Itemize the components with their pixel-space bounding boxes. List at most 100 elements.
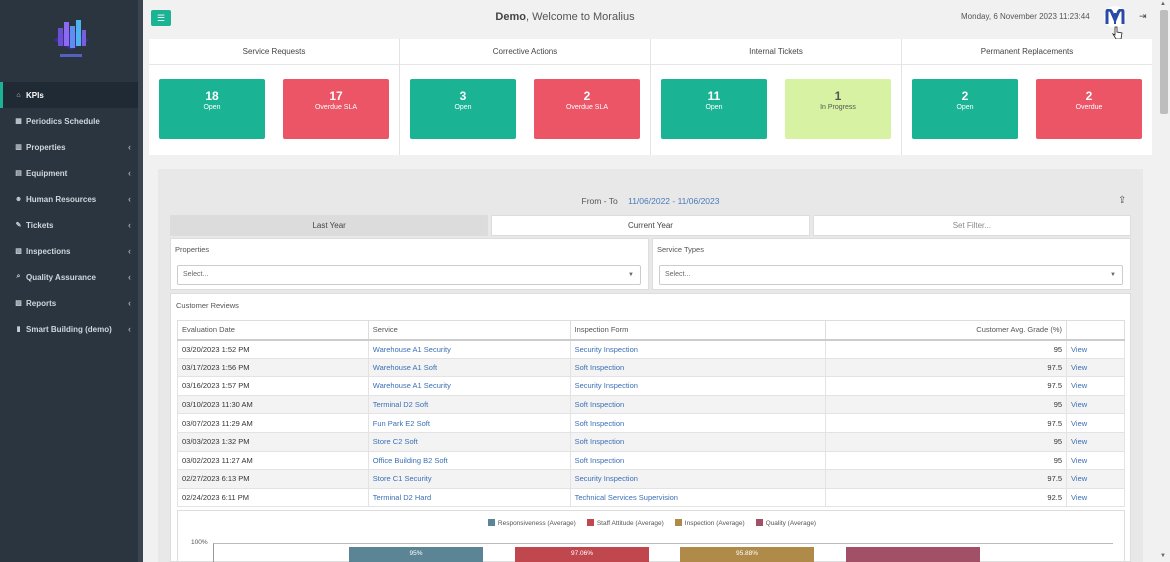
kpi-card[interactable]: 17 Overdue SLA	[283, 79, 389, 139]
kpi-card[interactable]: 2 Overdue	[1036, 79, 1142, 139]
table-row: 02/24/2023 6:11 PM Terminal D2 Hard Tech…	[177, 487, 1125, 508]
cell-grade: 97.5	[825, 413, 1068, 433]
legend-item[interactable]: Inspection (Average)	[674, 519, 745, 527]
cell-service-link[interactable]: Store C1 Security	[367, 469, 571, 489]
export-icon[interactable]: ⇪	[1118, 195, 1127, 206]
chevron-left-icon: ‹	[128, 272, 131, 282]
kpi-card[interactable]: 3 Open	[410, 79, 516, 139]
kpi-value: 2	[1085, 89, 1093, 103]
sidebar-item-tickets[interactable]: ✎ Tickets ‹	[0, 212, 138, 238]
view-link[interactable]: View	[1066, 357, 1125, 378]
col-customer-grade[interactable]: Customer Avg. Grade (%)	[825, 320, 1068, 341]
page-scrollbar[interactable]: ▲ ▼	[1158, 0, 1170, 562]
service-types-select[interactable]: Select... ▼	[659, 265, 1123, 285]
sidebar-item-quality-assurance[interactable]: ⌕ Quality Assurance ‹	[0, 264, 138, 290]
cell-service-link[interactable]: Warehouse A1 Security	[367, 339, 571, 359]
view-link[interactable]: View	[1066, 413, 1125, 433]
properties-select[interactable]: Select... ▼	[177, 265, 641, 285]
scroll-up-icon[interactable]: ▲	[1160, 1, 1166, 7]
cell-inspection-form-link[interactable]: Soft Inspection	[569, 394, 827, 415]
cell-inspection-form-link[interactable]: Security Inspection	[569, 376, 827, 396]
legend-item[interactable]: Responsiveness (Average)	[487, 519, 576, 527]
cell-inspection-form-link[interactable]: Soft Inspection	[569, 413, 827, 433]
sidebar-item-periodics-schedule[interactable]: ▦ Periodics Schedule	[0, 108, 138, 134]
sign-out-icon[interactable]: ⇥	[1139, 11, 1147, 21]
scroll-thumb[interactable]	[1160, 10, 1168, 114]
cell-grade: 97.5	[825, 357, 1068, 378]
kpi-card[interactable]: 1 In Progress	[785, 79, 891, 139]
bar-data-label: 97.06%	[570, 550, 594, 557]
kpi-group-service-requests: Service Requests 18 Open 17 Overdue SLA	[149, 39, 400, 155]
sidebar-item-label: Properties	[26, 142, 66, 152]
kpi-card[interactable]: 2 Open	[912, 79, 1018, 139]
sidebar-item-inspections[interactable]: ▧ Inspections ‹	[0, 238, 138, 264]
sidebar-item-human-resources[interactable]: ☻ Human Resources ‹	[0, 186, 138, 212]
sidebar-divider	[138, 0, 143, 562]
view-link[interactable]: View	[1066, 450, 1125, 471]
chart-bar: 97.06%	[515, 547, 649, 562]
properties-label: Properties	[175, 245, 210, 254]
sidebar-item-reports[interactable]: ▨ Reports ‹	[0, 290, 138, 316]
tab-set-filter[interactable]: Set Filter...	[812, 215, 1131, 236]
date-range-value[interactable]: 11/06/2022 - 11/06/2023	[628, 196, 720, 206]
cell-grade: 97.5	[825, 376, 1068, 396]
col-service[interactable]: Service	[367, 320, 571, 341]
kpi-label: In Progress	[820, 104, 856, 111]
customer-reviews-table: Evaluation Date Service Inspection Form …	[177, 320, 1125, 508]
kpi-label: Open	[956, 104, 974, 111]
cell-service-link[interactable]: Terminal D2 Soft	[367, 394, 571, 415]
kpi-card[interactable]: 18 Open	[159, 79, 265, 139]
welcome-text: Demo, Welcome to Moralius	[143, 11, 987, 23]
view-link[interactable]: View	[1066, 394, 1125, 415]
book-icon: ▨	[15, 300, 22, 307]
legend-item[interactable]: Quality (Average)	[755, 519, 816, 527]
legend-item[interactable]: Staff Attitude (Average)	[586, 519, 664, 527]
logo-icon[interactable]	[48, 18, 94, 62]
cell-inspection-form-link[interactable]: Security Inspection	[569, 469, 827, 489]
menu-toggle-button[interactable]: ☰	[151, 10, 171, 26]
home-icon: ⌂	[16, 91, 21, 99]
hamburger-icon: ☰	[156, 13, 166, 23]
cell-service-link[interactable]: Warehouse A1 Soft	[367, 357, 571, 378]
view-link[interactable]: View	[1066, 487, 1125, 508]
cell-service-link[interactable]: Store C2 Soft	[367, 431, 571, 452]
cell-service-link[interactable]: Fun Park E2 Soft	[367, 413, 571, 433]
cell-inspection-form-link[interactable]: Security Inspection	[569, 339, 827, 359]
chart-bar: 95.88%	[680, 547, 814, 562]
view-link[interactable]: View	[1066, 469, 1125, 489]
kpi-card[interactable]: 2 Overdue SLA	[534, 79, 640, 139]
kpi-value: 2	[583, 89, 591, 103]
sidebar-item-equipment[interactable]: ▤ Equipment ‹	[0, 160, 138, 186]
cell-service-link[interactable]: Office Building B2 Soft	[367, 450, 571, 471]
cell-service-link[interactable]: Terminal D2 Hard	[367, 487, 571, 508]
cell-inspection-form-link[interactable]: Soft Inspection	[569, 357, 827, 378]
caret-down-icon: ▼	[1110, 272, 1116, 278]
kpi-value: 3	[459, 89, 467, 103]
cell-inspection-form-link[interactable]: Soft Inspection	[569, 431, 827, 452]
sidebar-item-properties[interactable]: ▥ Properties ‹	[0, 134, 138, 160]
sidebar-item-smart-building-demo[interactable]: ▮ Smart Building (demo) ‹	[0, 316, 138, 342]
tab-last-year[interactable]: Last Year	[170, 215, 489, 236]
kpi-card[interactable]: 11 Open	[661, 79, 767, 139]
cell-inspection-form-link[interactable]: Soft Inspection	[569, 450, 827, 471]
cell-grade: 92.5	[825, 487, 1068, 508]
col-evaluation-date[interactable]: Evaluation Date	[177, 320, 369, 341]
sidebar-item-kpis[interactable]: ⌂ KPIs	[0, 82, 138, 108]
view-link[interactable]: View	[1066, 431, 1125, 452]
cell-evaluation-date: 03/16/2023 1:57 PM	[177, 376, 369, 396]
kpi-group-title: Internal Tickets	[651, 39, 901, 65]
cell-inspection-form-link[interactable]: Technical Services Supervision	[569, 487, 827, 508]
tab-current-year[interactable]: Current Year	[491, 215, 810, 236]
chevron-left-icon: ‹	[128, 168, 131, 178]
cell-service-link[interactable]: Warehouse A1 Security	[367, 376, 571, 396]
chevron-left-icon: ‹	[128, 194, 131, 204]
user-avatar[interactable]	[1104, 6, 1126, 28]
view-link[interactable]: View	[1066, 339, 1125, 359]
wrench-icon: ✎	[15, 222, 22, 229]
kpi-value: 1	[834, 89, 842, 103]
scroll-down-icon[interactable]: ▼	[1160, 553, 1166, 559]
kpi-value: 18	[205, 89, 219, 103]
col-inspection-form[interactable]: Inspection Form	[569, 320, 827, 341]
service-types-select-value: Select...	[665, 271, 691, 278]
view-link[interactable]: View	[1066, 376, 1125, 396]
